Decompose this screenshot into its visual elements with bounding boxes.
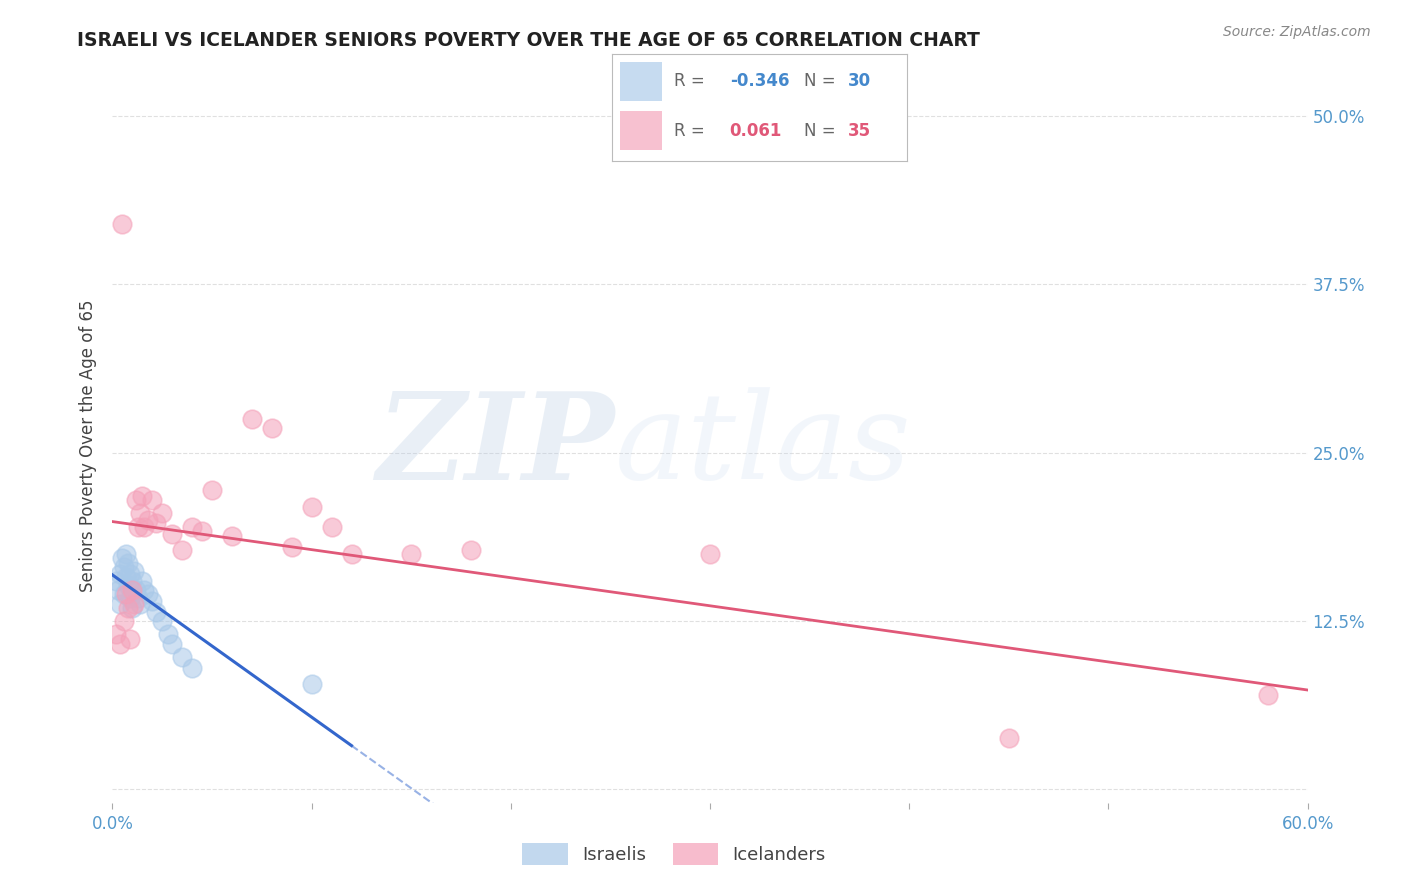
Point (125, 583, 148, 598)
Text: N =: N = (804, 121, 835, 139)
Text: ZIP: ZIP (377, 387, 614, 505)
Point (321, 520, 343, 534)
Text: ISRAELI VS ICELANDER SENIORS POVERTY OVER THE AGE OF 65 CORRELATION CHART: ISRAELI VS ICELANDER SENIORS POVERTY OVE… (77, 31, 980, 50)
Point (114, 560, 135, 574)
Text: atlas: atlas (614, 387, 911, 505)
Point (150, 506, 173, 520)
Point (117, 600, 139, 615)
Point (260, 421, 283, 435)
Point (221, 529, 243, 543)
Point (301, 500, 323, 514)
Point (111, 217, 134, 231)
Point (401, 547, 423, 561)
Point (998, 731, 1021, 746)
Point (114, 587, 135, 601)
Point (111, 550, 134, 565)
Point (134, 583, 156, 598)
Point (134, 520, 156, 534)
Y-axis label: Seniors Poverty Over the Age of 65: Seniors Poverty Over the Age of 65 (79, 300, 97, 592)
Point (162, 637, 183, 651)
Point (157, 627, 180, 641)
Point (138, 587, 160, 601)
Point (141, 594, 163, 608)
Point (138, 513, 160, 527)
Bar (620, 62, 662, 101)
Point (129, 597, 152, 611)
Point (1257, 688, 1279, 702)
Bar (620, 112, 662, 150)
Point (127, 591, 149, 606)
Point (105, 574, 128, 588)
Text: -0.346: -0.346 (730, 72, 789, 90)
Point (120, 591, 142, 606)
Point (124, 564, 146, 578)
Point (121, 600, 143, 615)
Point (117, 556, 139, 570)
Text: R =: R = (673, 121, 704, 139)
Point (145, 605, 167, 619)
Legend: Israelis, Icelanders: Israelis, Icelanders (515, 836, 834, 872)
Point (115, 587, 138, 601)
Point (117, 577, 139, 591)
Point (131, 574, 153, 588)
Point (121, 574, 143, 588)
Point (460, 542, 482, 557)
Point (131, 489, 153, 503)
Text: 0.061: 0.061 (730, 121, 782, 139)
Text: R =: R = (673, 72, 704, 90)
Point (340, 547, 363, 561)
Point (107, 583, 129, 598)
Point (129, 506, 152, 520)
Point (127, 520, 149, 534)
Text: 30: 30 (848, 72, 870, 90)
Point (105, 627, 128, 641)
Point (145, 516, 167, 530)
Point (115, 547, 138, 561)
Point (120, 566, 142, 581)
Text: N =: N = (804, 72, 835, 90)
Point (150, 614, 173, 628)
Point (240, 412, 263, 426)
Point (301, 677, 323, 691)
Point (181, 661, 204, 675)
Text: 35: 35 (848, 121, 870, 139)
Point (172, 542, 194, 557)
Point (191, 524, 214, 538)
Point (110, 637, 132, 651)
Point (115, 569, 138, 583)
Point (162, 526, 183, 541)
Point (141, 492, 163, 507)
Point (699, 547, 721, 561)
Point (110, 566, 132, 581)
Point (110, 597, 132, 611)
Point (125, 492, 148, 507)
Point (172, 650, 194, 665)
Text: Source: ZipAtlas.com: Source: ZipAtlas.com (1223, 25, 1371, 39)
Point (120, 632, 142, 646)
Point (114, 614, 135, 628)
Point (181, 520, 204, 534)
Point (201, 483, 224, 498)
Point (124, 597, 146, 611)
Point (121, 583, 143, 598)
Point (281, 540, 304, 554)
